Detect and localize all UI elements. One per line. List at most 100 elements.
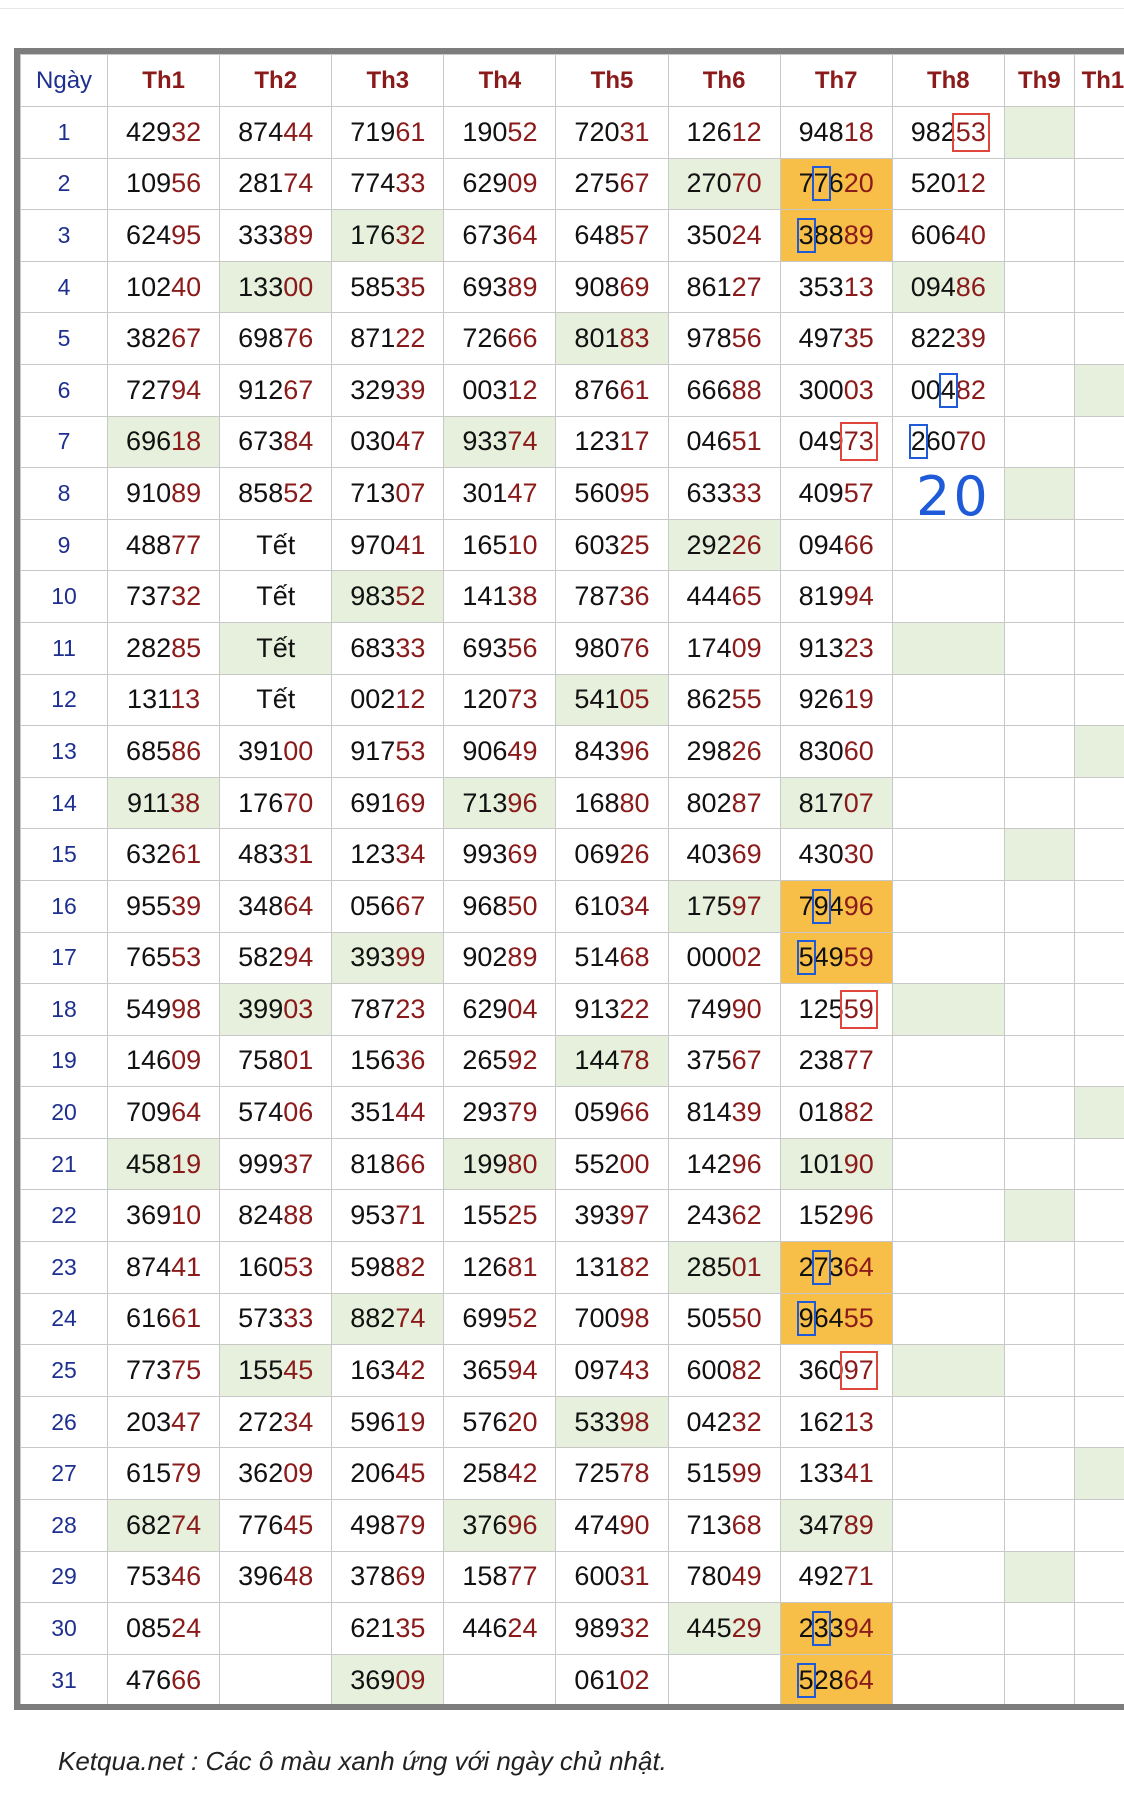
result-cell: [1003, 1499, 1075, 1552]
result-value: Tết: [256, 581, 296, 612]
day-number: 17: [20, 931, 109, 985]
result-value: 04651: [686, 426, 762, 457]
result-cell: 27364: [779, 1241, 893, 1294]
result-cell: 13341: [779, 1447, 893, 1501]
table-row: 5 38267 69876 87122 72666 80183 97856 49735 8223…: [20, 312, 1124, 365]
result-cell: 52864: [779, 1653, 893, 1704]
result-value: 17632: [350, 219, 426, 250]
result-cell: [891, 1602, 1005, 1655]
result-value: 81439: [686, 1097, 762, 1128]
result-value: 88274: [350, 1303, 426, 1334]
result-value: 34789: [798, 1509, 874, 1540]
result-value: 91322: [574, 993, 650, 1024]
result-value: 09486: [910, 271, 986, 302]
result-value: 49879: [350, 1509, 426, 1540]
result-cell: 64857: [555, 209, 669, 262]
result-cell: 04232: [667, 1395, 781, 1449]
result-cell: 57406: [219, 1086, 333, 1139]
result-value: 15877: [462, 1561, 538, 1592]
result-value: 60325: [574, 529, 650, 560]
result-cell: 95371: [331, 1189, 445, 1243]
result-cell: 26592: [443, 1034, 557, 1088]
result-cell: 20645: [331, 1447, 445, 1501]
day-number: 10: [20, 570, 109, 623]
result-value: 68586: [126, 735, 202, 766]
result-cell: 45819: [107, 1137, 221, 1191]
result-cell: 34789: [779, 1499, 893, 1552]
table-row: 13 68586 39100 91753 90649 84396 29826 83060: [20, 725, 1124, 778]
result-value: 00212: [350, 684, 426, 715]
result-value: 27364: [798, 1249, 874, 1285]
result-cell: 44624: [443, 1602, 557, 1655]
result-cell: 86127: [667, 260, 781, 314]
result-cell: 93374: [443, 415, 557, 469]
day-number: 1: [20, 106, 109, 159]
result-value: Tết: [256, 529, 296, 560]
result-value: 69952: [462, 1303, 538, 1334]
result-value: 72666: [462, 323, 538, 354]
result-value: 91138: [127, 787, 201, 818]
result-cell: 47490: [555, 1499, 669, 1552]
day-number: 22: [20, 1189, 109, 1243]
result-value: 39399: [350, 942, 426, 973]
result-cell: 91753: [331, 725, 445, 778]
result-cell: 60325: [555, 518, 669, 572]
result-value: 17670: [238, 787, 314, 818]
result-cell: [219, 1653, 333, 1704]
result-value: 87122: [350, 323, 426, 354]
result-cell: 61579: [107, 1447, 221, 1501]
result-value: 01882: [798, 1097, 874, 1128]
result-value: 12612: [686, 116, 762, 147]
result-cell: 09743: [555, 1344, 669, 1397]
result-value: 16213: [798, 1406, 874, 1437]
result-value: 96455: [796, 1301, 874, 1337]
result-cell: 91089: [107, 467, 221, 520]
result-value: 59882: [350, 1251, 426, 1282]
result-value: 47666: [126, 1664, 202, 1695]
result-cell: [891, 1344, 1005, 1397]
result-value: 13300: [238, 271, 314, 302]
result-cell: 78736: [555, 570, 669, 623]
day-number: 3: [20, 209, 109, 262]
day-number: 14: [20, 776, 109, 830]
result-cell: 15525: [443, 1189, 557, 1243]
result-cell: 87122: [331, 312, 445, 365]
result-cell: [1073, 1550, 1124, 1604]
result-cell: [1073, 518, 1124, 572]
result-value: 91323: [798, 632, 874, 663]
result-value: 12681: [462, 1251, 538, 1282]
result-value: 77645: [238, 1509, 314, 1540]
result-value: 49271: [798, 1561, 874, 1592]
result-cell: [1073, 1447, 1124, 1501]
result-cell: 75801: [219, 1034, 333, 1088]
result-cell: 12612: [667, 106, 781, 159]
result-cell: 50550: [667, 1292, 781, 1346]
result-cell: [1003, 260, 1075, 314]
result-cell: 16342: [331, 1344, 445, 1397]
result-value: 16880: [574, 787, 650, 818]
result-cell: [1073, 828, 1124, 881]
result-value: 60640: [910, 219, 986, 250]
result-cell: 19980: [443, 1137, 557, 1191]
result-cell: 15545: [219, 1344, 333, 1397]
result-cell: 67364: [443, 209, 557, 262]
result-cell: [1003, 415, 1075, 469]
result-cell: [219, 1602, 333, 1655]
result-value: 86255: [686, 684, 762, 715]
result-value: 61661: [126, 1303, 202, 1334]
result-value: 69356: [462, 632, 538, 663]
result-value: 98352: [350, 581, 426, 612]
result-cell: [891, 1550, 1005, 1604]
result-cell: 78723: [331, 983, 445, 1036]
result-cell: 62909: [443, 157, 557, 211]
day-number: 13: [20, 725, 109, 778]
result-value: 13113: [127, 684, 201, 715]
table-row: 22 36910 82488 95371 15525 39397 24362 15296: [20, 1189, 1124, 1243]
result-cell: 30003: [779, 363, 893, 417]
result-cell: 94818: [779, 106, 893, 159]
blue-box-mark: 3: [796, 217, 816, 253]
result-value: 53398: [574, 1406, 650, 1437]
result-value: 35313: [798, 271, 874, 302]
result-value: 14138: [462, 581, 538, 612]
result-cell: 69952: [443, 1292, 557, 1346]
